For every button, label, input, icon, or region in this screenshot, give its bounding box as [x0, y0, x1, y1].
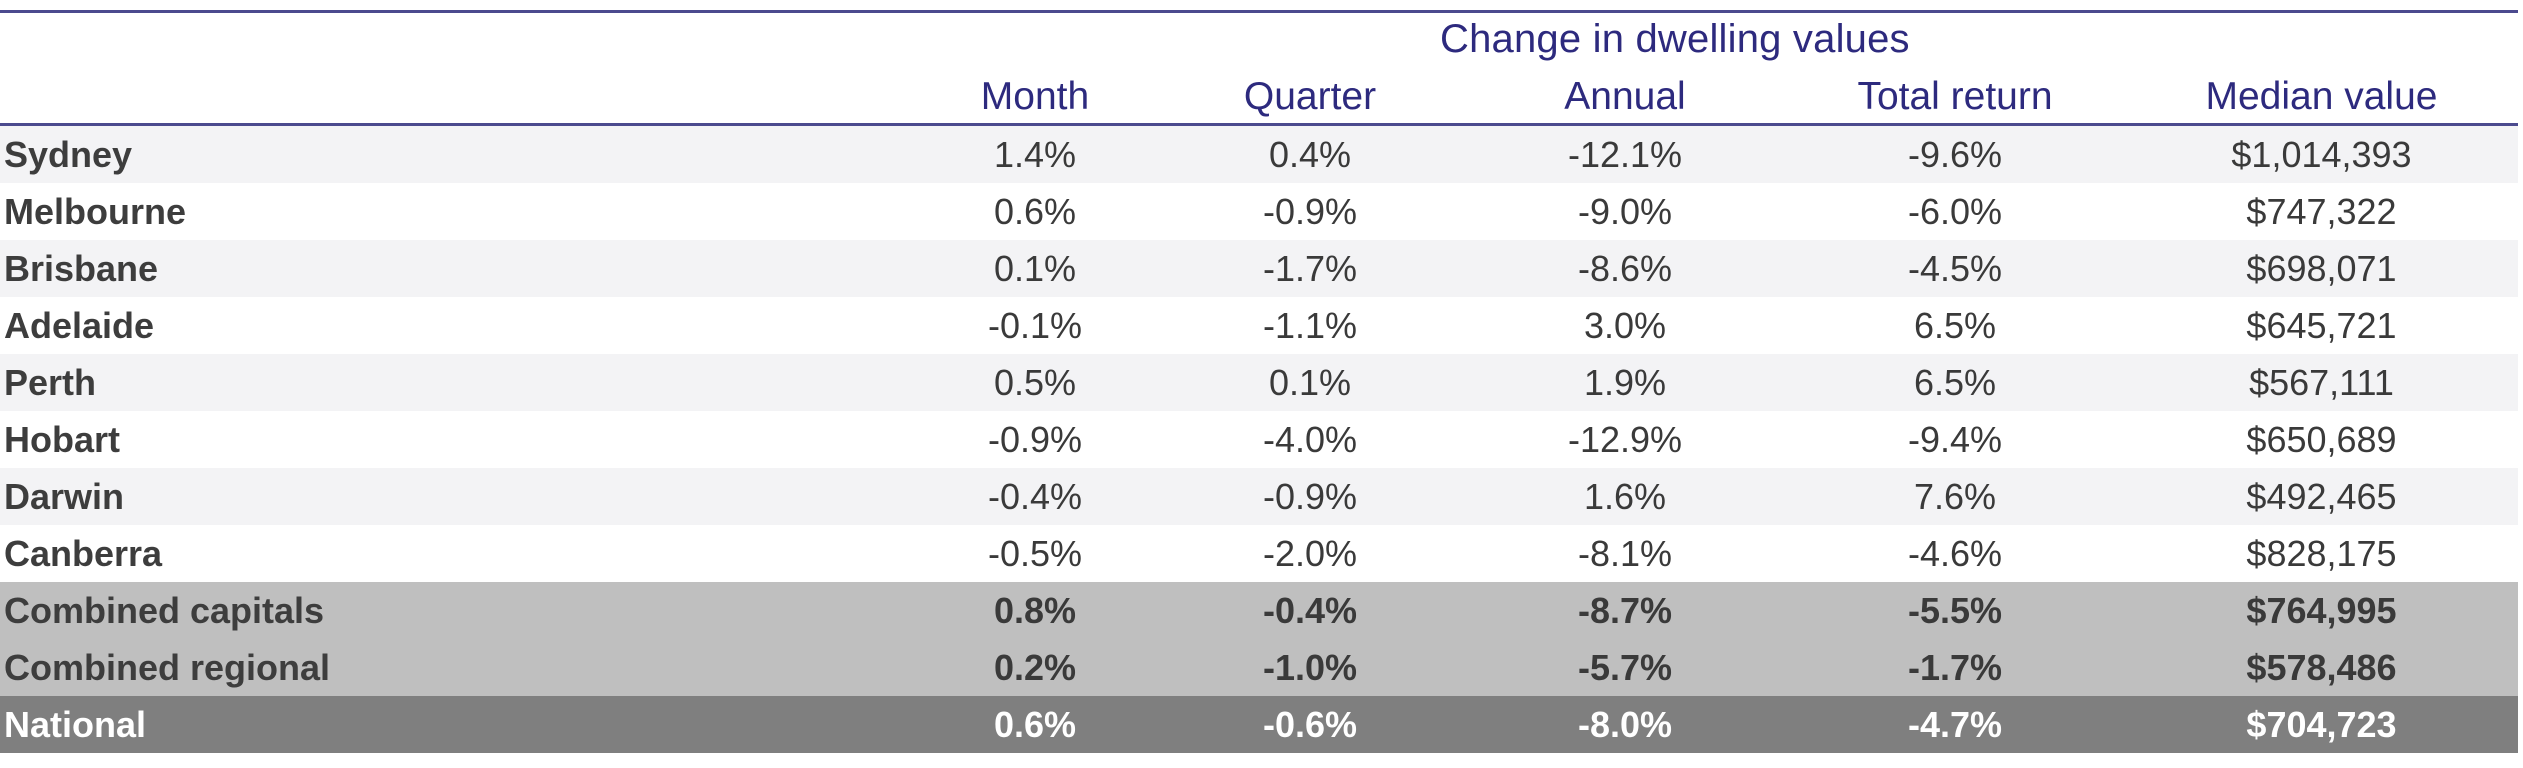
month-cell: -0.5%	[987, 532, 1083, 574]
annual-cell: -9.0%	[1577, 190, 1673, 232]
region-cell: Darwin	[4, 475, 125, 517]
median-value-cell: $747,322	[2246, 190, 2397, 232]
annual-cell: -8.7%	[1577, 589, 1673, 631]
month-cell: 0.6%	[993, 190, 1077, 232]
column-header-total-return: Total return	[1857, 75, 2053, 118]
median-value-cell: $567,111	[2249, 361, 2394, 403]
median-value-cell: $650,689	[2246, 418, 2397, 460]
total-return-cell: -4.7%	[1907, 703, 2003, 745]
total-return-cell: -4.6%	[1907, 532, 2003, 574]
quarter-cell: -0.9%	[1262, 190, 1358, 232]
annual-cell: 1.9%	[1583, 361, 1667, 403]
region-cell: Sydney	[4, 133, 133, 175]
quarter-cell: -2.0%	[1262, 532, 1358, 574]
region-cell: Adelaide	[4, 304, 155, 346]
month-cell: -0.1%	[987, 304, 1083, 346]
median-value-cell: $1,014,393	[2231, 133, 2412, 175]
median-value-cell: $698,071	[2246, 247, 2397, 289]
header-rule	[0, 123, 2518, 126]
column-header-quarter: Quarter	[1243, 75, 1377, 118]
annual-cell: -8.1%	[1577, 532, 1673, 574]
region-cell: Canberra	[4, 532, 163, 574]
dwelling-values-table: Change in dwelling values Month Quarter …	[0, 10, 2518, 753]
quarter-cell: -0.6%	[1262, 703, 1358, 745]
total-return-cell: 7.6%	[1913, 475, 1997, 517]
total-return-cell: 6.5%	[1913, 304, 1997, 346]
median-value-cell: $704,723	[2246, 703, 2397, 745]
annual-cell: 1.6%	[1583, 475, 1667, 517]
group-header: Change in dwelling values	[0, 13, 2518, 69]
region-cell: National	[4, 703, 147, 745]
total-return-cell: -6.0%	[1907, 190, 2003, 232]
median-value-cell: $645,721	[2246, 304, 2397, 346]
median-value-cell: $578,486	[2246, 646, 2397, 688]
annual-cell: -8.6%	[1577, 247, 1673, 289]
annual-cell: 3.0%	[1583, 304, 1667, 346]
total-return-cell: 6.5%	[1913, 361, 1997, 403]
region-cell: Perth	[4, 361, 97, 403]
region-cell: Brisbane	[4, 247, 159, 289]
quarter-cell: -0.4%	[1262, 589, 1358, 631]
table-row: Darwin -0.4% -0.9% 1.6% 7.6% $492,465	[0, 468, 2518, 525]
table-row: Combined capitals 0.8% -0.4% -8.7% -5.5% $764…	[0, 582, 2518, 639]
column-header-median-value: Median value	[2205, 75, 2438, 118]
annual-cell: -12.1%	[1567, 133, 1683, 175]
annual-cell: -5.7%	[1577, 646, 1673, 688]
table-row: Combined regional 0.2% -1.0% -5.7% -1.7% $578…	[0, 639, 2518, 696]
total-return-cell: -4.5%	[1907, 247, 2003, 289]
column-header-annual: Annual	[1564, 75, 1686, 118]
quarter-cell: 0.1%	[1268, 361, 1352, 403]
table-row: Hobart -0.9% -4.0% -12.9% -9.4% $650,689	[0, 411, 2518, 468]
month-cell: -0.4%	[987, 475, 1083, 517]
quarter-cell: -4.0%	[1262, 418, 1358, 460]
quarter-cell: 0.4%	[1268, 133, 1352, 175]
region-cell: Combined capitals	[4, 589, 325, 631]
region-cell: Melbourne	[4, 190, 187, 232]
table-row: Melbourne 0.6% -0.9% -9.0% -6.0% $747,322	[0, 183, 2518, 240]
total-return-cell: -9.4%	[1907, 418, 2003, 460]
month-cell: 0.6%	[993, 703, 1077, 745]
top-rule	[0, 10, 2518, 13]
month-cell: 0.1%	[993, 247, 1077, 289]
table-row: Canberra -0.5% -2.0% -8.1% -4.6% $828,175	[0, 525, 2518, 582]
median-value-cell: $764,995	[2246, 589, 2397, 631]
quarter-cell: -1.7%	[1262, 247, 1358, 289]
region-cell: Combined regional	[4, 646, 331, 688]
region-cell: Hobart	[4, 418, 120, 460]
median-value-cell: $828,175	[2246, 532, 2397, 574]
month-cell: 1.4%	[993, 133, 1077, 175]
column-header-row: Month Quarter Annual Total return Median…	[0, 69, 2518, 123]
table-row: Brisbane 0.1% -1.7% -8.6% -4.5% $698,071	[0, 240, 2518, 297]
annual-cell: -8.0%	[1577, 703, 1673, 745]
total-return-cell: -5.5%	[1907, 589, 2003, 631]
annual-cell: -12.9%	[1567, 418, 1683, 460]
table-row: Adelaide -0.1% -1.1% 3.0% 6.5% $645,721	[0, 297, 2518, 354]
column-header-month: Month	[980, 75, 1090, 118]
month-cell: 0.2%	[993, 646, 1077, 688]
group-title: Change in dwelling values	[1440, 17, 1910, 61]
table-body: Sydney 1.4% 0.4% -12.1% -9.6% $1,014,393 Melbo…	[0, 126, 2518, 753]
total-return-cell: -9.6%	[1907, 133, 2003, 175]
median-value-cell: $492,465	[2246, 475, 2397, 517]
quarter-cell: -0.9%	[1262, 475, 1358, 517]
quarter-cell: -1.1%	[1262, 304, 1358, 346]
month-cell: -0.9%	[987, 418, 1083, 460]
table-row: Perth 0.5% 0.1% 1.9% 6.5% $567,111	[0, 354, 2518, 411]
month-cell: 0.5%	[993, 361, 1077, 403]
quarter-cell: -1.0%	[1262, 646, 1358, 688]
total-return-cell: -1.7%	[1907, 646, 2003, 688]
month-cell: 0.8%	[993, 589, 1077, 631]
table-row: National 0.6% -0.6% -8.0% -4.7% $704,723	[0, 696, 2518, 753]
table-row: Sydney 1.4% 0.4% -12.1% -9.6% $1,014,393	[0, 126, 2518, 183]
